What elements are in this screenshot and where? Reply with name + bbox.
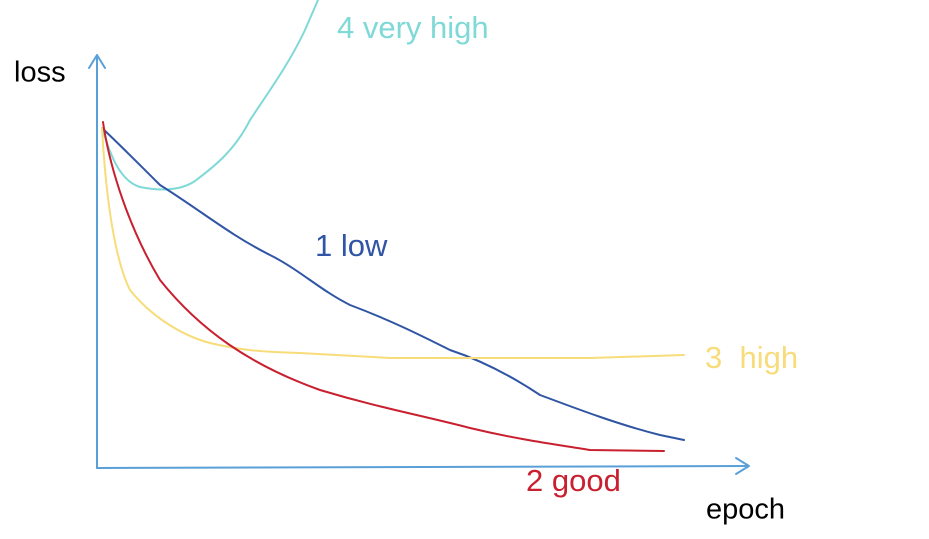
curve-label: 1 low (315, 228, 388, 263)
y-axis-label: loss (14, 57, 66, 89)
curve-good (102, 121, 665, 452)
x-axis-label: epoch (706, 494, 785, 526)
curve-label: 4 very high (337, 10, 489, 45)
y-axis-arrow (88, 54, 106, 69)
x-axis (96, 465, 749, 469)
curve-very-high (101, 0, 319, 191)
curve-high (101, 127, 685, 359)
curve-label: 3 high (705, 340, 798, 375)
curve-low (101, 127, 685, 441)
x-axis-arrow (735, 457, 750, 475)
curve-label: 2 good (526, 463, 621, 498)
